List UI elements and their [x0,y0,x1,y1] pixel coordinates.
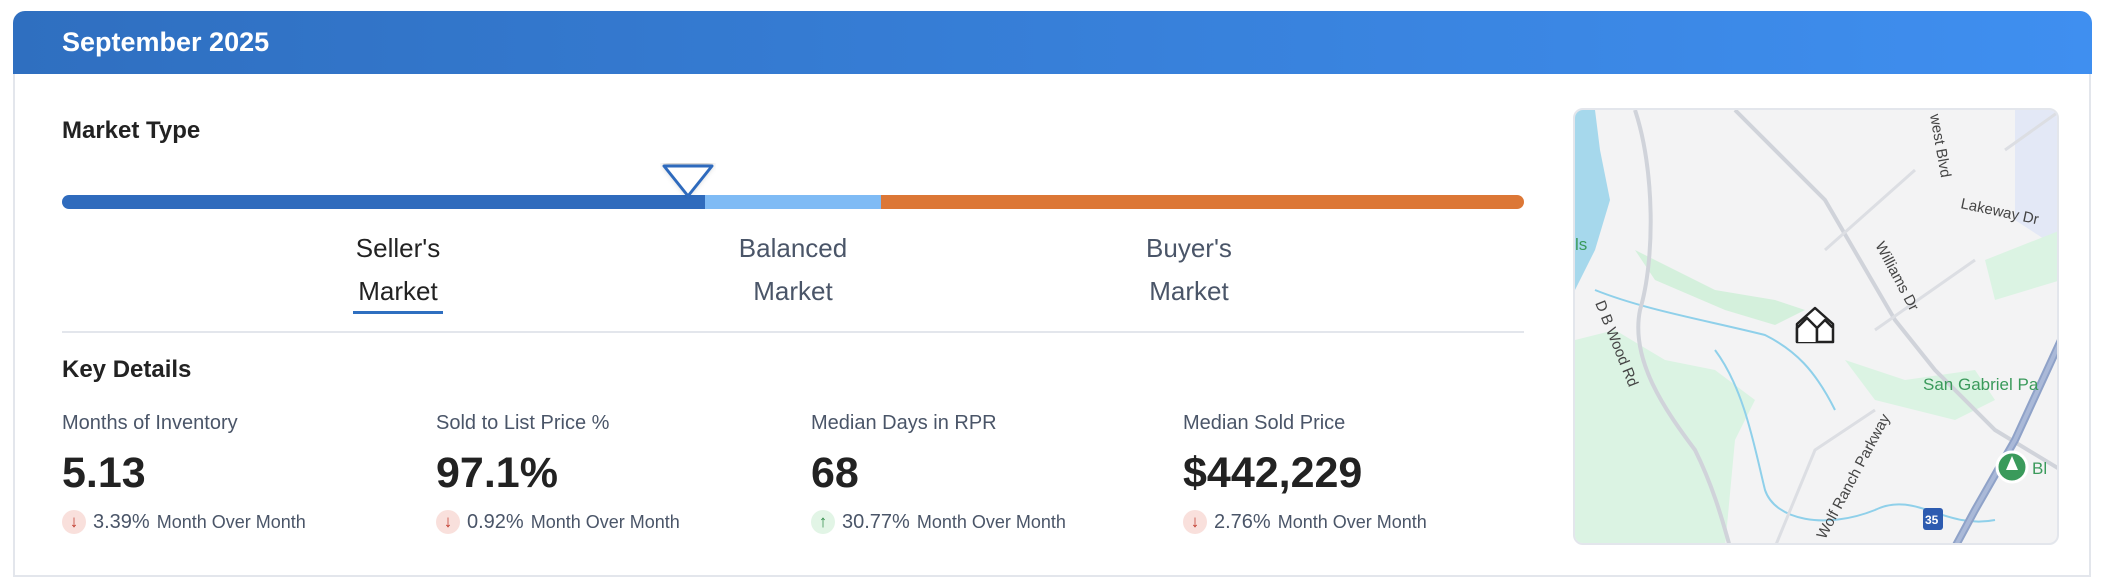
label-line1: Balanced [738,233,848,263]
arrow-down-icon: ↓ [436,510,460,534]
label-line1: Seller's [355,233,441,263]
label-line2: Market [1149,276,1229,306]
divider [62,331,1524,333]
metric-months-of-inventory: Months of Inventory 5.13 ↓ 3.39% Month Ove… [62,412,306,534]
metric-median-days: Median Days in RPR 68 ↑ 30.77% Month Over … [811,412,1066,534]
metric-label: Months of Inventory [62,412,238,434]
metric-change: 3.39% [93,510,150,533]
map-label: Wolf Ranch Parkway [1814,411,1894,542]
map-label: San Gabriel Pa [1923,375,2039,394]
metric-value: 68 [811,449,859,497]
metric-value: $442,229 [1183,449,1363,497]
map-label: ls [1575,235,1587,254]
location-map[interactable]: Lakeway Dr Williams Dr D B Wood Rd San G… [1573,108,2059,545]
metric-label: Median Sold Price [1183,412,1346,434]
market-indicator-icon [662,164,714,198]
arrow-down-icon: ↓ [62,510,86,534]
metric-change: 0.92% [467,510,524,533]
active-underline [353,311,443,314]
metric-change: 30.77% [842,510,910,533]
arrow-up-icon: ↑ [811,510,835,534]
map-label: Williams Dr [1871,239,1922,314]
metric-label: Median Days in RPR [811,412,997,434]
metric-sold-to-list: Sold to List Price % 97.1% ↓ 0.92% Month O… [436,412,680,534]
seller-market-segment [62,195,705,209]
key-details-title: Key Details [62,356,192,383]
card-header: September 2025 [13,11,2092,74]
metric-value: 5.13 [62,449,146,497]
map-label: 35 [1925,513,1939,527]
metric-period: Month Over Month [530,511,680,532]
buyer-market-segment [881,195,1524,209]
balanced-market-segment [705,195,881,209]
label-line1: Buyer's [1146,233,1232,263]
sellers-market-label[interactable]: Seller's Market [288,227,508,313]
map-label: west Blvd [1926,112,1954,179]
market-card [13,11,2091,577]
label-line2: Market [753,276,833,306]
metric-change: 2.76% [1214,510,1271,533]
metric-period: Month Over Month [916,511,1066,532]
metric-label: Sold to List Price % [436,412,610,434]
balanced-market-label[interactable]: Balanced Market [683,227,903,313]
market-type-title: Market Type [62,117,201,144]
map-graphic: Lakeway Dr Williams Dr D B Wood Rd San G… [1575,110,2057,543]
arrow-down-icon: ↓ [1183,510,1207,534]
metric-period: Month Over Month [1277,511,1427,532]
metric-period: Month Over Month [156,511,306,532]
label-line2: Market [358,276,438,306]
map-label: Bl [2032,459,2047,478]
metric-median-sold-price: Median Sold Price $442,229 ↓ 2.76% Month O… [1183,412,1427,534]
metric-value: 97.1% [436,449,558,497]
interstate-shield-icon [1923,508,1943,530]
header-title: September 2025 [62,27,270,57]
home-location-icon [1795,306,1835,344]
buyers-market-label[interactable]: Buyer's Market [1079,227,1299,313]
